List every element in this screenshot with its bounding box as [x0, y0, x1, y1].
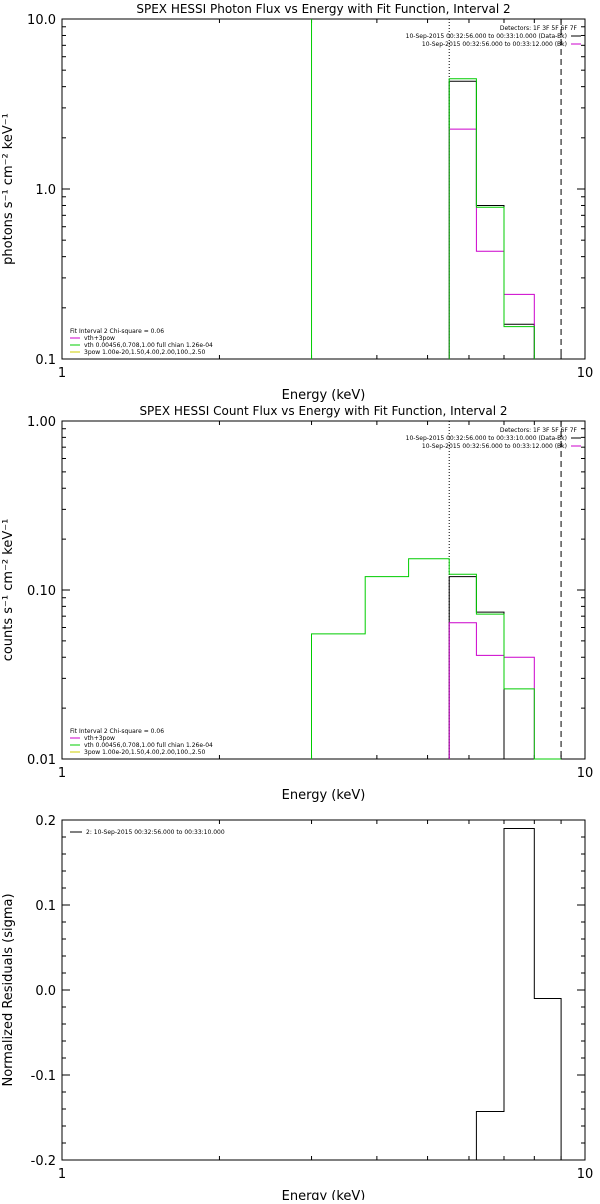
plot-frame: [61, 18, 586, 360]
x-axis-label: Energy (keV): [282, 788, 366, 803]
legend-left-entry-label: 3pow 1.00e-20,1.50,4.00,2.00,100.,2.50: [84, 349, 205, 356]
legend-left-entry-label: 2: 10-Sep-2015 00:32:56.000 to 00:33:10.…: [86, 829, 225, 836]
legend-right-entry-label: 10-Sep-2015 00:32:56.000 to 00:33:12.000…: [422, 443, 567, 450]
y-axis-label: counts s⁻¹ cm⁻² keV⁻¹: [1, 519, 16, 662]
legend-left-header: Fit Interval 2 Chi-square = 0.06: [70, 728, 164, 735]
y-tick-label: -0.2: [31, 1154, 56, 1169]
series-line: [448, 80, 535, 359]
plot-frame: [61, 819, 586, 1161]
series-line: [448, 622, 535, 759]
x-axis-label: Energy (keV): [282, 388, 366, 403]
legend-left-entry-label: vth 0.00456,0.708,1.00 full chian 1.26e-…: [84, 742, 213, 749]
y-tick-label: 0.1: [35, 353, 56, 368]
y-tick-label: 0.1: [35, 899, 56, 914]
y-tick-label: 0.2: [35, 814, 56, 829]
y-tick-label: 10.0: [27, 13, 56, 28]
x-tick-label: 1: [58, 766, 66, 781]
series-line: [448, 128, 535, 359]
legend-right-header: Detectors: 1F 3F 5F 6F 7F: [500, 427, 578, 434]
legend-left-entry-label: 3pow 1.00e-20,1.50,4.00,2.00,100.,2.50: [84, 749, 205, 756]
legend-right-entry-label: 10-Sep-2015 00:32:56.000 to 00:33:12.000…: [422, 41, 567, 48]
legend-left-entry-label: vth+3pow: [84, 735, 115, 742]
chart-title: SPEX HESSI Photon Flux vs Energy with Fi…: [136, 2, 510, 16]
y-axis-label: Normalized Residuals (sigma): [1, 893, 16, 1086]
legend-left-header: Fit Interval 2 Chi-square = 0.06: [70, 328, 164, 335]
y-tick-label: 0.10: [27, 584, 56, 599]
x-tick-label: 1: [58, 1167, 66, 1182]
x-tick-label: 1: [58, 366, 66, 381]
series-line: [448, 576, 535, 760]
legend-left-entry-label: vth+3pow: [84, 335, 115, 342]
legend-right-header: Detectors: 1F 3F 5F 6F 7F: [500, 25, 578, 32]
y-tick-label: 1.00: [27, 415, 56, 430]
series-line: [448, 78, 535, 359]
plot-frame: [61, 420, 586, 760]
legend-right-entry-label: 10-Sep-2015 00:32:56.000 to 00:33:10.000…: [406, 33, 567, 40]
y-tick-label: -0.1: [31, 1069, 56, 1084]
series-line: [449, 828, 562, 1161]
x-tick-label: 10: [577, 366, 594, 381]
y-tick-label: 0.01: [27, 753, 56, 768]
x-axis-label: Energy (keV): [282, 1189, 366, 1200]
y-tick-label: 0.0: [35, 984, 56, 999]
chart-title: SPEX HESSI Count Flux vs Energy with Fit…: [139, 404, 507, 418]
y-axis-label: photons s⁻¹ cm⁻² keV⁻¹: [1, 113, 16, 265]
x-tick-label: 10: [577, 1167, 594, 1182]
y-tick-label: 1.0: [35, 183, 56, 198]
legend-left-entry-label: vth 0.00456,0.708,1.00 full chian 1.26e-…: [84, 342, 213, 349]
series-line: [311, 558, 562, 760]
legend-right-entry-label: 10-Sep-2015 00:32:56.000 to 00:33:10.000…: [406, 435, 567, 442]
x-tick-label: 10: [577, 766, 594, 781]
